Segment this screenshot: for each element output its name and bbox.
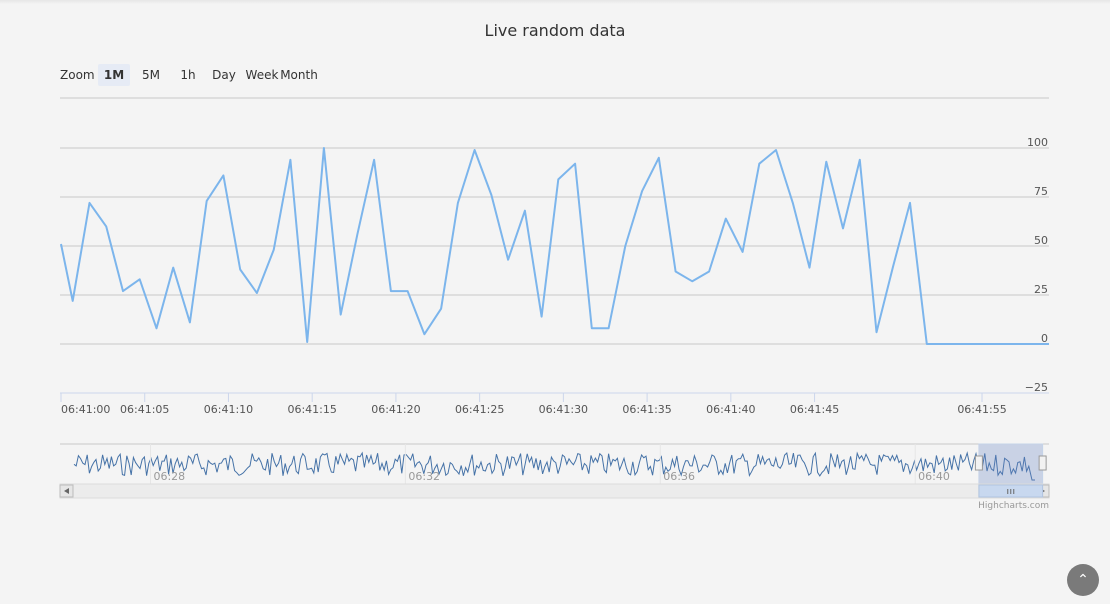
zoom-button-label: 5M xyxy=(142,68,160,82)
chart-title: Live random data xyxy=(485,21,626,40)
y-tick-label: 75 xyxy=(1034,185,1048,198)
navigator-handle-left[interactable] xyxy=(974,455,983,471)
x-tick-label: 06:41:00 xyxy=(61,403,110,416)
y-tick-label: 0 xyxy=(1041,332,1048,345)
series-line-random-data xyxy=(60,147,1049,345)
zoom-button-label: Month xyxy=(280,68,318,82)
x-tick-label: 06:41:30 xyxy=(539,403,588,416)
zoom-button-label: 1M xyxy=(104,68,124,82)
zoom-button-week[interactable]: Week xyxy=(244,64,280,86)
zoom-label: Zoom xyxy=(60,68,95,82)
y-tick-label: 25 xyxy=(1034,283,1048,296)
x-tick-label: 06:41:15 xyxy=(287,403,336,416)
y-tick-label: 50 xyxy=(1034,234,1048,247)
chevron-up-icon: ⌃ xyxy=(1077,572,1089,588)
x-tick-label: 06:41:20 xyxy=(371,403,420,416)
y-tick-label: −25 xyxy=(1025,381,1048,394)
credits-link[interactable]: Highcharts.com xyxy=(978,501,1049,511)
y-tick-label: 100 xyxy=(1027,136,1048,149)
zoom-button-label: Day xyxy=(212,68,236,82)
x-tick-label: 06:41:10 xyxy=(204,403,253,416)
zoom-button-1m[interactable]: 1M xyxy=(98,64,130,86)
y-axis: 100 75 50 25 0 −25 xyxy=(1025,136,1048,394)
navigator-x-axis: 06:28 06:32 06:36 06:40 xyxy=(149,444,950,484)
navigator-series-line xyxy=(73,451,1035,481)
scroll-top-button[interactable]: ⌃ xyxy=(1067,564,1099,596)
navigator-tick-label: 06:40 xyxy=(918,470,950,483)
x-axis: 06:41:00 06:41:05 06:41:10 06:41:15 06:41:20… xyxy=(60,393,1007,416)
x-tick-label: 06:41:40 xyxy=(706,403,755,416)
x-tick-label: 06:41:45 xyxy=(790,403,839,416)
navigator-tick-label: 06:32 xyxy=(408,470,440,483)
grid xyxy=(60,97,1049,394)
x-tick-label: 06:41:55 xyxy=(957,403,1006,416)
navigator-tick-label: 06:28 xyxy=(153,470,185,483)
zoom-button-day[interactable]: Day xyxy=(208,64,240,86)
scrollbar[interactable] xyxy=(59,483,1050,499)
navigator-window[interactable] xyxy=(978,443,1044,485)
grip-icon xyxy=(1007,489,1015,494)
zoom-button-bg xyxy=(98,64,130,86)
x-tick-label: 06:41:05 xyxy=(120,403,169,416)
zoom-buttons: 1M 5M 1h Day Week Month xyxy=(98,64,318,86)
x-tick-label: 06:41:35 xyxy=(622,403,671,416)
top-shadow xyxy=(0,0,1110,4)
navigator-tick-label: 06:36 xyxy=(663,470,695,483)
zoom-button-month[interactable]: Month xyxy=(280,64,318,86)
zoom-button-label: 1h xyxy=(180,68,195,82)
navigator-background xyxy=(60,444,1049,484)
zoom-button-1h[interactable]: 1h xyxy=(172,64,204,86)
navigator-handle-right[interactable] xyxy=(1038,455,1047,471)
zoom-button-label: Week xyxy=(246,68,279,82)
zoom-button-5m[interactable]: 5M xyxy=(134,64,168,86)
range-selector: Zoom 1M 5M 1h Day Week Month xyxy=(60,64,318,86)
x-tick-label: 06:41:25 xyxy=(455,403,504,416)
arrow-left-icon xyxy=(64,488,69,494)
navigator[interactable]: 06:28 06:32 06:36 06:40 xyxy=(60,443,1049,485)
scrollbar-track[interactable] xyxy=(59,483,1050,499)
